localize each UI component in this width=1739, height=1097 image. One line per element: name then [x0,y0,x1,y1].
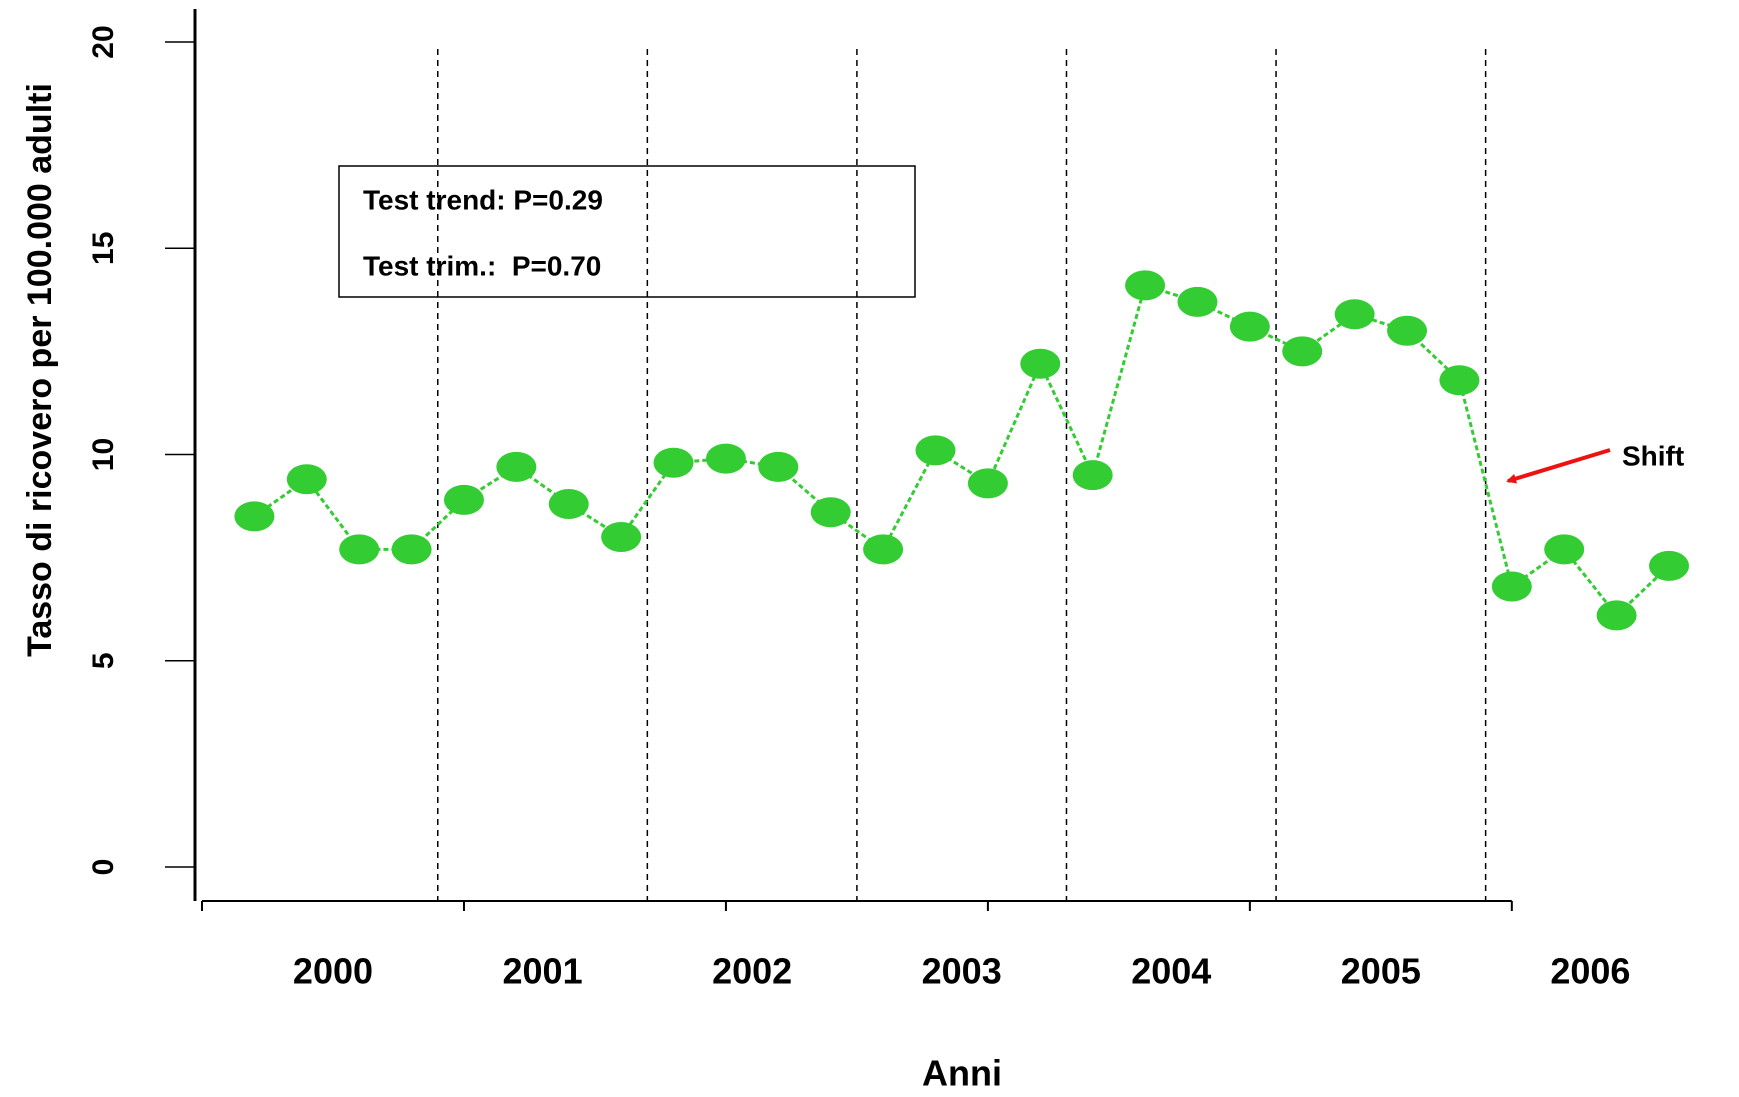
data-point [391,534,432,565]
data-point [653,447,694,478]
data-point [705,443,746,474]
y-tick-label: 20 [87,25,120,58]
data-point [286,464,327,495]
y-tick-label: 5 [87,652,120,669]
data-point [1125,270,1166,301]
annotation-arrow [1506,448,1611,484]
y-tick-label: 0 [87,859,120,876]
data-point [915,435,956,466]
box-text: Test trim.: P=0.70 [363,250,601,281]
y-tick-label: 10 [87,438,120,471]
x-category-label: 2003 [922,951,1002,992]
data-point [1544,534,1585,565]
data-point [1177,286,1218,317]
x-category-label: 2001 [503,951,583,992]
data-point [1439,365,1480,396]
data-point [1020,348,1061,379]
data-point [496,451,537,482]
data-point [758,451,799,482]
data-point [1334,299,1375,330]
x-category-label: 2005 [1341,951,1421,992]
data-point [1491,571,1532,602]
data-point [1072,460,1113,491]
data-point [339,534,380,565]
legend-box [338,165,916,298]
data-point [1282,336,1323,367]
y-tick-label: 15 [87,232,120,265]
x-category-label: 2002 [712,951,792,992]
series-line [253,283,1671,618]
x-category-label: 2006 [1550,951,1630,992]
data-point [1596,600,1637,631]
x-category-label: 2000 [293,951,373,992]
data-point [810,497,851,528]
data-point [234,501,275,532]
data-point [863,534,904,565]
data-point [967,468,1008,499]
box-text: Test trend: P=0.29 [363,184,603,215]
x-axis-title: Anni [922,1053,1002,1094]
data-point [601,522,642,552]
annotation: Shift [1622,440,1684,471]
data-point [443,484,484,515]
data-point [1229,311,1270,342]
x-category-label: 2004 [1131,951,1211,992]
y-axis-title: Tasso di ricovero per 100.000 adulti [21,83,59,657]
data-point [1387,315,1428,346]
data-point [548,489,589,519]
data-point [1649,550,1689,581]
